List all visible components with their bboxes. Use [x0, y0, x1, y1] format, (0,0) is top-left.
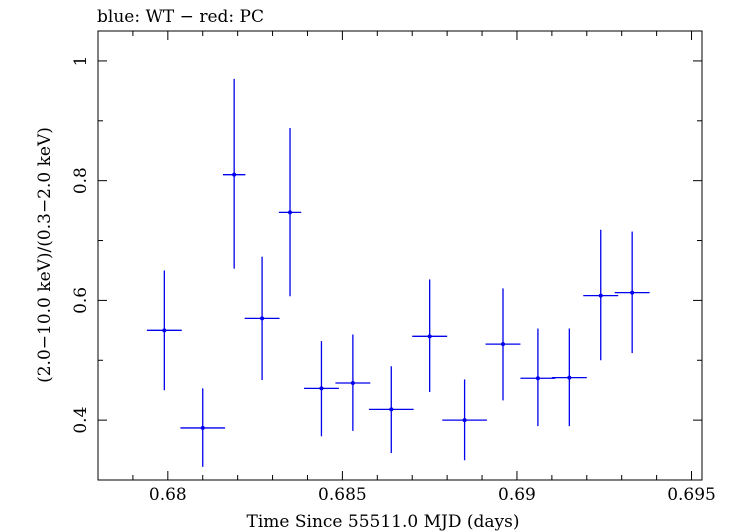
x-tick-label: 0.68 — [149, 485, 187, 505]
data-point — [180, 388, 226, 467]
data-marker — [598, 293, 603, 298]
data-marker — [630, 290, 635, 295]
x-tick-label: 0.69 — [498, 485, 536, 505]
data-marker — [567, 375, 572, 380]
data-point — [368, 366, 414, 454]
data-point — [222, 78, 246, 269]
data-marker — [162, 328, 167, 333]
data-point — [244, 256, 280, 381]
data-point — [614, 231, 650, 354]
data-marker — [288, 210, 293, 215]
data-point — [583, 229, 619, 361]
y-tick-label: 0.6 — [71, 287, 91, 314]
data-marker — [427, 334, 432, 339]
axis-ticks: 0.68 0.685 0.69 0.695 0.4 0.6 0.8 1 — [71, 31, 716, 505]
data-point — [146, 270, 182, 391]
y-tick-label: 1 — [71, 56, 91, 67]
y-tick-label: 0.8 — [71, 167, 91, 194]
data-marker — [500, 342, 505, 347]
data-marker — [319, 386, 324, 391]
data-point — [335, 334, 371, 431]
y-tick-label: 0.4 — [71, 407, 91, 434]
data-marker — [232, 172, 237, 177]
data-series-wt — [146, 78, 650, 467]
x-tick-label: 0.685 — [318, 485, 367, 505]
data-marker — [389, 407, 394, 412]
chart-title: blue: WT − red: PC — [97, 7, 264, 27]
x-axis-label: Time Since 55511.0 MJD (days) — [247, 512, 520, 532]
plot-frame — [97, 30, 703, 481]
y-axis-label: (2.0−10.0 keV)/(0.3−2.0 keV) — [35, 127, 55, 383]
data-point — [520, 328, 556, 427]
data-marker — [200, 425, 205, 430]
data-marker — [462, 418, 467, 423]
data-point — [278, 127, 302, 297]
data-point — [303, 341, 339, 437]
data-marker — [535, 376, 540, 381]
data-point — [412, 279, 448, 392]
data-point — [551, 328, 587, 427]
data-point — [485, 288, 521, 401]
data-marker — [350, 381, 355, 386]
data-marker — [260, 316, 265, 321]
data-point — [442, 379, 487, 461]
x-tick-label: 0.695 — [667, 485, 716, 505]
